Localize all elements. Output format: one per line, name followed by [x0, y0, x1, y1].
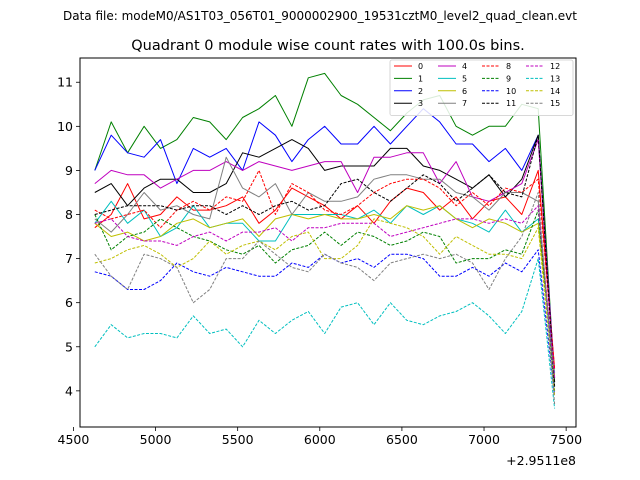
series-line-12 [94, 205, 556, 378]
series-line-13 [94, 258, 556, 409]
x-tick-label: 5000 [140, 432, 172, 447]
x-offset-label: +2.9511e8 [506, 453, 576, 468]
series-line-10 [94, 249, 556, 396]
series-line-8 [94, 169, 556, 369]
y-tick-label: 11 [57, 75, 73, 90]
series-line-11 [94, 134, 556, 387]
chart-title: Quadrant 0 module wise count rates with … [131, 38, 525, 54]
legend-label-14: 14 [550, 87, 560, 96]
legend-label-3: 3 [418, 99, 423, 108]
series-line-1 [94, 72, 556, 383]
legend-label-1: 1 [418, 74, 423, 83]
legend-label-0: 0 [418, 62, 423, 71]
x-tick-label: 6500 [386, 432, 418, 447]
legend-label-11: 11 [506, 99, 516, 108]
x-tick-label: 6000 [304, 432, 336, 447]
legend-label-7: 7 [462, 99, 467, 108]
legend-label-6: 6 [462, 87, 467, 96]
legend-label-9: 9 [506, 74, 511, 83]
series-line-4 [94, 139, 556, 378]
y-tick-label: 9 [65, 163, 73, 178]
series-line-6 [94, 205, 556, 378]
y-tick-label: 7 [65, 251, 73, 266]
x-tick-label: 5500 [222, 432, 254, 447]
legend-label-12: 12 [550, 62, 560, 71]
series-line-15 [94, 192, 556, 405]
legend-label-8: 8 [506, 62, 511, 71]
y-tick-label: 6 [65, 295, 73, 310]
chart-suptitle: Data file: modeM0/AS1T03_056T01_90000029… [63, 9, 577, 23]
x-tick-label: 7500 [550, 432, 582, 447]
y-tick-label: 4 [65, 383, 73, 398]
x-tick-label: 4500 [58, 432, 90, 447]
legend-box [389, 59, 574, 116]
series-line-14 [94, 218, 556, 396]
y-tick-label: 5 [65, 339, 73, 354]
series-line-9 [94, 209, 556, 391]
legend-label-10: 10 [506, 87, 516, 96]
x-tick-label: 7000 [468, 432, 500, 447]
legend-label-4: 4 [462, 62, 467, 71]
legend-label-15: 15 [550, 99, 560, 108]
legend-label-2: 2 [418, 87, 423, 96]
y-tick-label: 8 [65, 207, 73, 222]
y-tick-label: 10 [57, 119, 73, 134]
series-line-2 [94, 108, 556, 378]
series-line-7 [94, 156, 556, 387]
legend-label-5: 5 [462, 74, 467, 83]
plot-frame [79, 57, 577, 428]
legend-label-13: 13 [550, 74, 560, 83]
